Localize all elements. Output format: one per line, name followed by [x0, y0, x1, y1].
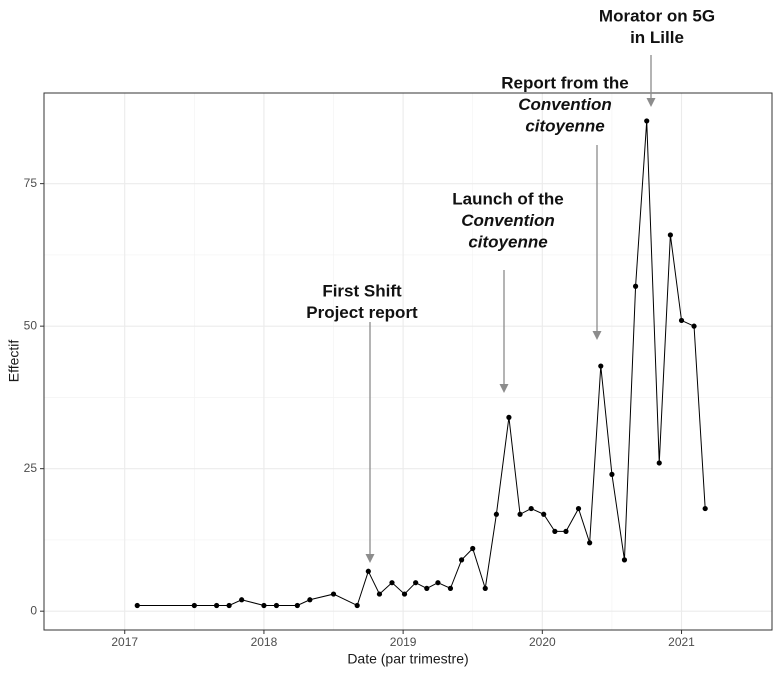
point [528, 505, 534, 512]
point [413, 580, 419, 586]
point [587, 540, 593, 546]
point [470, 545, 476, 552]
annotation-arrowhead [365, 554, 375, 563]
point [226, 602, 232, 609]
annotation-text: in Lille [630, 28, 684, 47]
point [493, 511, 499, 517]
annotation-text: citoyenne [468, 232, 547, 251]
annotation-text: citoyenne [525, 116, 604, 135]
point [447, 585, 454, 591]
point [506, 414, 512, 420]
point [435, 580, 441, 586]
point [656, 460, 662, 466]
point [609, 471, 615, 477]
point [424, 585, 430, 591]
annotation-arrowhead [592, 331, 602, 340]
annotation-text: Convention [518, 95, 612, 114]
point [354, 602, 360, 609]
point [134, 602, 140, 609]
point [458, 557, 465, 563]
point [294, 602, 300, 609]
point [702, 505, 708, 512]
point [678, 317, 685, 324]
annotation-text: First Shift [322, 281, 402, 300]
point [644, 118, 650, 124]
annotation-text: Project report [306, 303, 418, 322]
y-axis-title: Effectif [6, 340, 22, 383]
x-tick-label: 2019 [390, 635, 417, 649]
x-tick-label: 2020 [529, 635, 556, 649]
x-tick-label: 2017 [111, 635, 138, 649]
annotation-text: Convention [461, 211, 555, 230]
point [365, 568, 371, 574]
panel [44, 93, 772, 630]
point [621, 557, 628, 563]
point [541, 511, 547, 517]
point [191, 602, 197, 609]
point [261, 602, 267, 609]
point [214, 602, 220, 609]
point [376, 591, 383, 597]
y-tick-label: 50 [24, 318, 38, 332]
x-tick-label: 2018 [251, 635, 278, 649]
point [632, 283, 639, 289]
y-tick-label: 75 [24, 176, 38, 190]
annotation-text: Report from the [501, 73, 629, 92]
point [330, 591, 337, 597]
y-tick-label: 0 [30, 603, 37, 617]
annotation-text: Launch of the [452, 189, 563, 208]
point [517, 511, 523, 517]
annotation-arrowhead [499, 384, 509, 393]
point [667, 232, 673, 238]
point [598, 363, 604, 369]
annotation-arrowhead [646, 98, 656, 107]
x-tick-label: 2021 [668, 635, 695, 649]
point [273, 602, 280, 609]
point [482, 585, 488, 591]
x-axis-title: Date (par trimestre) [347, 651, 468, 667]
point [401, 591, 408, 597]
annotation-text: Morator on 5G [599, 6, 715, 25]
point [389, 580, 395, 586]
point [575, 505, 582, 512]
point [563, 528, 569, 534]
panel-border [43, 92, 773, 631]
point [691, 323, 697, 329]
point [239, 597, 245, 603]
point [552, 528, 558, 534]
y-tick-label: 25 [24, 461, 38, 475]
point [307, 597, 313, 603]
